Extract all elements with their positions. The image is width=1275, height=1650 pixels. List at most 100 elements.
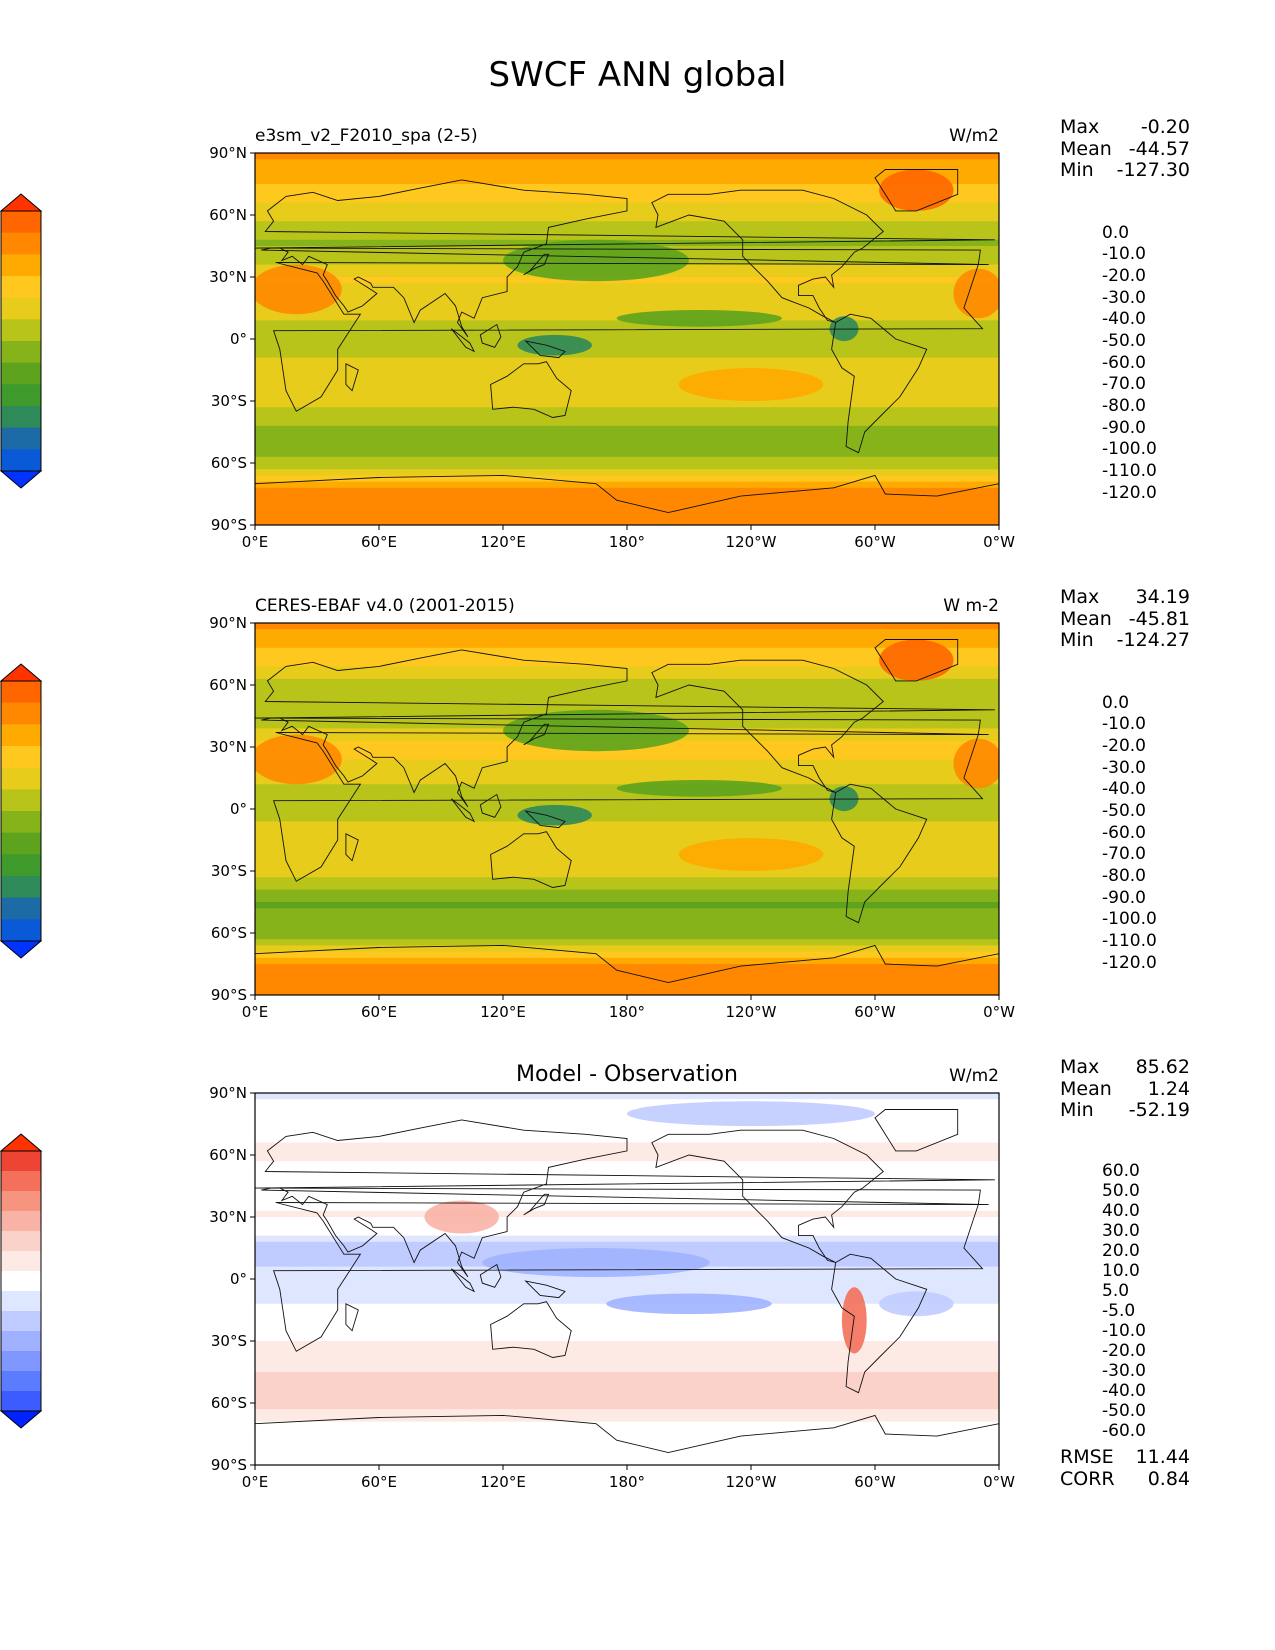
field-band (255, 976, 999, 984)
colorbar-tick-label: -70.0 (1102, 844, 1146, 865)
colorbar-segment (1, 1311, 41, 1332)
field-band (255, 771, 999, 779)
map-plot-obs: 90°N 60°N 30°N 0° 30°S 60°S 90°S0°E 60°E 120°E 18… (209, 596, 1015, 1021)
map-plot-diff: 90°N 60°N 30°N 0° 30°S 60°S 90°S0°E 60°E 120°E 18… (209, 1062, 1015, 1491)
coastline (272, 262, 984, 412)
field-band (255, 413, 999, 421)
colorbar-tick-label: -50.0 (1102, 331, 1146, 351)
field-band (255, 190, 999, 197)
colorbar-extend-min (0, 940, 43, 959)
colorbar-segment (1, 232, 41, 255)
lon-tick-label: 0°W (983, 533, 1015, 551)
lat-tick-label: 0° (230, 1270, 247, 1288)
field-feature (678, 838, 824, 871)
field-band (255, 765, 999, 773)
coastline (874, 1109, 959, 1152)
field-band (255, 1229, 999, 1237)
colorbar-segment (1, 1291, 41, 1312)
field-band (255, 1403, 999, 1410)
colorbar-tick-label: -30.0 (1102, 757, 1146, 778)
field-band (255, 815, 999, 822)
field-feature (503, 709, 689, 752)
coastline (523, 723, 550, 746)
field-band (255, 1285, 999, 1292)
field-band (255, 889, 999, 897)
colorbar-extend-max (0, 1133, 43, 1152)
colorbar (0, 663, 43, 959)
field-band (255, 153, 999, 160)
field-band (255, 394, 999, 402)
field-band (255, 1427, 999, 1435)
field-feature (953, 268, 999, 319)
lat-tick-label: 60°S (211, 454, 247, 472)
stat-value: -52.19 (1128, 1099, 1190, 1121)
field-band (255, 685, 999, 692)
field-band (255, 1111, 999, 1119)
field-band (255, 1378, 999, 1385)
field-band (255, 1155, 999, 1162)
field-feature (953, 738, 999, 789)
coastline (831, 783, 928, 924)
field-band (255, 933, 999, 940)
coastline (255, 944, 999, 995)
stat-label: Max (1060, 1056, 1100, 1078)
corr-value: 0.84 (1147, 1467, 1190, 1490)
coastline (523, 1193, 550, 1216)
field-feature (841, 1287, 867, 1354)
stats-box: Max -0.20 Mean -44.57 Min -127.30 (1060, 116, 1190, 182)
field-band (255, 1458, 999, 1465)
field-band (255, 982, 999, 990)
colorbar-segment (1, 1391, 41, 1412)
colorbar-segment (1, 1251, 41, 1272)
field-band (255, 1353, 999, 1361)
field-band (255, 1341, 999, 1348)
field-band (255, 339, 999, 346)
colorbar-tick-label: 50.0 (1102, 1181, 1140, 1201)
lon-tick-label: 180° (609, 533, 645, 551)
stat-label: Max (1060, 116, 1100, 138)
field-band (255, 840, 999, 847)
lat-tick-label: 60°N (209, 206, 247, 224)
field-band (255, 1179, 999, 1187)
field-band (255, 1217, 999, 1224)
field-band (255, 351, 999, 359)
stat-row-mean: Mean 1.24 (1060, 1078, 1190, 1101)
coastline (479, 1263, 502, 1288)
field-band (255, 1241, 999, 1249)
colorbar-tick-label: -90.0 (1102, 887, 1146, 908)
field-band (255, 1409, 999, 1416)
field-band (255, 871, 999, 878)
field-band (255, 1440, 999, 1447)
colorbar-segment (1, 1351, 41, 1372)
field-band (255, 363, 999, 371)
field-band (255, 487, 999, 495)
rmse-label: RMSE (1060, 1446, 1114, 1468)
field-band (255, 1099, 999, 1106)
colorbar-segment (1, 1171, 41, 1192)
field-band (255, 1316, 999, 1323)
colorbar-segment (1, 832, 41, 855)
coastline (479, 793, 502, 818)
colorbar-extend-max (0, 193, 43, 212)
coastline (255, 474, 999, 525)
lon-tick-label: 0°E (242, 1003, 269, 1021)
colorbar-tick-label: -20.0 (1102, 736, 1146, 756)
field-feature (482, 1248, 710, 1277)
field-band (255, 469, 999, 476)
colorbar-tick-label: 30.0 (1102, 1221, 1140, 1241)
map-panel-diff: 90°N 60°N 30°N 0° 30°S 60°S 90°S 0°E 60°E 120°E 18… (0, 1056, 1275, 1527)
field-band (255, 1291, 999, 1299)
lat-tick-label: 30°N (209, 268, 247, 286)
colorbar-tick-label: -60.0 (1102, 352, 1146, 373)
colorbar-tick-label: 5.0 (1102, 1281, 1130, 1301)
rmse-row: RMSE 11.44 (1060, 1446, 1190, 1469)
field-band (255, 846, 999, 853)
colorbar-segment (1, 919, 41, 942)
stat-row-min: Min -52.19 (1060, 1099, 1190, 1122)
colorbar-tick-label: -50.0 (1102, 801, 1146, 821)
field-band (255, 332, 999, 340)
colorbar-segment (1, 319, 41, 342)
lat-tick-label: 30°N (209, 738, 247, 756)
field-band (255, 289, 999, 297)
lat-tick-label: 60°S (211, 924, 247, 942)
